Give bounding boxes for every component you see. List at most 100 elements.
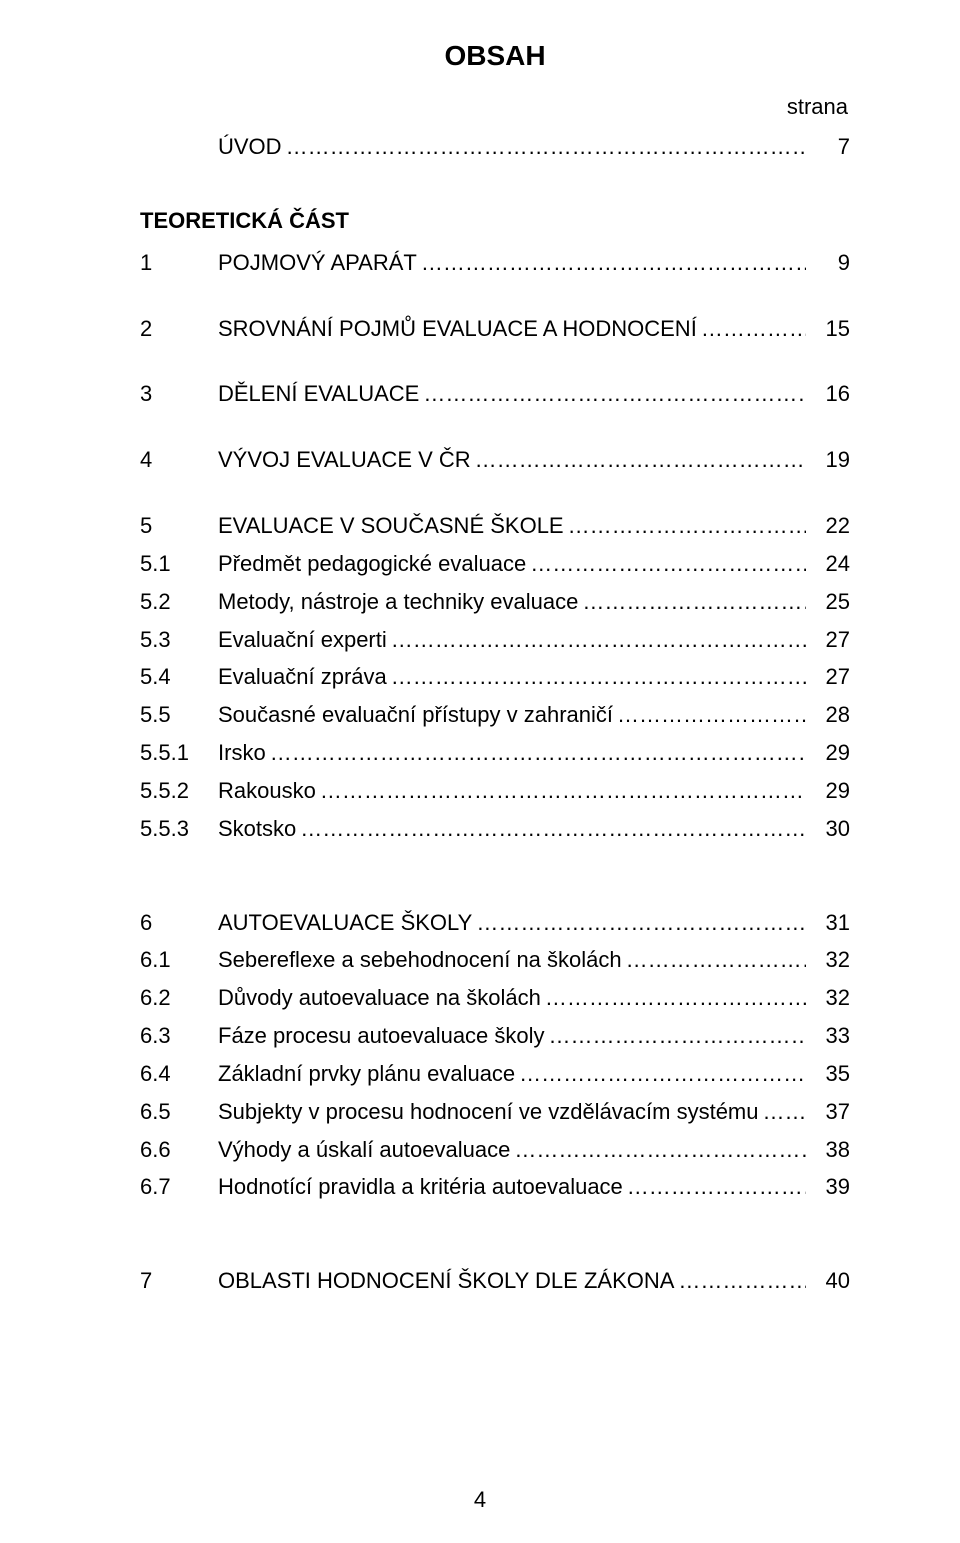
toc-entry-number: 1 (140, 244, 218, 282)
toc-leader-dots (476, 904, 806, 942)
toc-leader-dots (421, 244, 806, 282)
toc-entry-number: 5.2 (140, 583, 218, 621)
toc-gap (140, 876, 850, 904)
toc-entry-label: SROVNÁNÍ POJMŮ EVALUACE A HODNOCENÍ (218, 310, 697, 348)
toc-entry-page: 27 (810, 658, 850, 696)
toc-entry-page: 22 (810, 507, 850, 545)
table-of-contents: ÚVOD 7 TEORETICKÁ ČÁST 1POJMOVÝ APARÁT9 2SRO… (140, 128, 850, 1300)
toc-entry-number: 5.4 (140, 658, 218, 696)
toc-leader-dots (627, 1168, 806, 1206)
toc-row: 6.3Fáze procesu autoevaluace školy 33 (140, 1017, 850, 1055)
toc-entry-number: 5.1 (140, 545, 218, 583)
toc-entry-label: Výhody a úskalí autoevaluace (218, 1131, 510, 1169)
toc-leader-dots (568, 507, 806, 545)
toc-entry-page: 25 (810, 583, 850, 621)
toc-gap (140, 347, 850, 375)
toc-leader-dots (530, 545, 806, 583)
toc-entry-label: EVALUACE V SOUČASNÉ ŠKOLE (218, 507, 564, 545)
toc-row: 6.4Základní prvky plánu evaluace35 (140, 1055, 850, 1093)
toc-leader-dots (545, 979, 806, 1017)
toc-row: ÚVOD 7 (140, 128, 850, 166)
toc-leader-dots (519, 1055, 806, 1093)
toc-entry-label: Skotsko (218, 810, 296, 848)
toc-entry-number: 5.3 (140, 621, 218, 659)
toc-entry-page: 31 (810, 904, 850, 942)
toc-entry-page: 9 (810, 244, 850, 282)
strana-label: strana (140, 94, 850, 120)
toc-row: 6.1Sebereflexe a sebehodnocení na školác… (140, 941, 850, 979)
toc-row: 5.1Předmět pedagogické evaluace24 (140, 545, 850, 583)
toc-entry-label: ÚVOD (218, 128, 282, 166)
toc-entry-label: Subjekty v procesu hodnocení ve vzděláva… (218, 1093, 759, 1131)
toc-leader-dots (582, 583, 806, 621)
toc-entry-number: 5.5 (140, 696, 218, 734)
toc-entry-label: Fáze procesu autoevaluace školy (218, 1017, 545, 1055)
toc-gap (140, 1234, 850, 1262)
toc-entry-label: Evaluační zpráva (218, 658, 387, 696)
toc-row: 5EVALUACE V SOUČASNÉ ŠKOLE 22 (140, 507, 850, 545)
page-title: OBSAH (140, 40, 850, 72)
toc-leader-dots (286, 128, 806, 166)
toc-row: 6.7Hodnotící pravidla a kritéria autoeva… (140, 1168, 850, 1206)
toc-entry-number: 5 (140, 507, 218, 545)
toc-entry-number: 6.4 (140, 1055, 218, 1093)
toc-row: 3DĚLENÍ EVALUACE16 (140, 375, 850, 413)
toc-row: 2SROVNÁNÍ POJMŮ EVALUACE A HODNOCENÍ15 (140, 310, 850, 348)
toc-leader-dots (514, 1131, 806, 1169)
toc-entry-page: 39 (810, 1168, 850, 1206)
toc-leader-dots (626, 941, 806, 979)
toc-entry-page: 29 (810, 772, 850, 810)
toc-row: 5.5.3Skotsko30 (140, 810, 850, 848)
toc-entry-number: 5.5.1 (140, 734, 218, 772)
toc-entry-page: 40 (810, 1262, 850, 1300)
toc-entry-number: 7 (140, 1262, 218, 1300)
toc-entry-label: Metody, nástroje a techniky evaluace (218, 583, 578, 621)
toc-leader-dots (475, 441, 806, 479)
toc-entry-number: 2 (140, 310, 218, 348)
toc-entry-label: Předmět pedagogické evaluace (218, 545, 526, 583)
toc-entry-number: 6.6 (140, 1131, 218, 1169)
toc-entry-label: VÝVOJ EVALUACE V ČR (218, 441, 471, 479)
toc-gap (140, 1206, 850, 1234)
toc-leader-dots (549, 1017, 806, 1055)
toc-gap (140, 413, 850, 441)
toc-part-heading: TEORETICKÁ ČÁST (140, 208, 850, 234)
toc-gap (140, 282, 850, 310)
toc-leader-dots (763, 1093, 807, 1131)
toc-leader-dots (423, 375, 806, 413)
toc-entry-label: Rakousko (218, 772, 316, 810)
toc-row: 5.2Metody, nástroje a techniky evaluace 2… (140, 583, 850, 621)
toc-entry-page: 32 (810, 941, 850, 979)
toc-row: 1POJMOVÝ APARÁT9 (140, 244, 850, 282)
toc-entry-number: 6.7 (140, 1168, 218, 1206)
toc-entry-number: 6.3 (140, 1017, 218, 1055)
toc-leader-dots (701, 310, 806, 348)
toc-row: 7OBLASTI HODNOCENÍ ŠKOLY DLE ZÁKONA 40 (140, 1262, 850, 1300)
toc-entry-page: 29 (810, 734, 850, 772)
toc-row: 5.5.2Rakousko 29 (140, 772, 850, 810)
toc-entry-number: 6.1 (140, 941, 218, 979)
toc-row: 6.6Výhody a úskalí autoevaluace38 (140, 1131, 850, 1169)
toc-entry-page: 37 (810, 1093, 850, 1131)
toc-entry-number: 6.5 (140, 1093, 218, 1131)
toc-gap (140, 848, 850, 876)
toc-entry-page: 33 (810, 1017, 850, 1055)
toc-entry-page: 16 (810, 375, 850, 413)
toc-entry-page: 27 (810, 621, 850, 659)
toc-row: 6.5Subjekty v procesu hodnocení ve vzděl… (140, 1093, 850, 1131)
toc-entry-label: AUTOEVALUACE ŠKOLY (218, 904, 472, 942)
toc-entry-page: 32 (810, 979, 850, 1017)
toc-entry-label: Sebereflexe a sebehodnocení na školách (218, 941, 622, 979)
toc-entry-page: 7 (810, 128, 850, 166)
toc-leader-dots (320, 772, 806, 810)
toc-entry-page: 28 (810, 696, 850, 734)
toc-entry-label: Hodnotící pravidla a kritéria autoevalua… (218, 1168, 623, 1206)
toc-entry-number: 6.2 (140, 979, 218, 1017)
toc-leader-dots (300, 810, 806, 848)
toc-entry-number: 5.5.2 (140, 772, 218, 810)
page-number: 4 (0, 1487, 960, 1513)
toc-entry-number: 4 (140, 441, 218, 479)
toc-entry-label: OBLASTI HODNOCENÍ ŠKOLY DLE ZÁKONA (218, 1262, 674, 1300)
toc-entry-page: 19 (810, 441, 850, 479)
toc-row: 5.5.1Irsko29 (140, 734, 850, 772)
